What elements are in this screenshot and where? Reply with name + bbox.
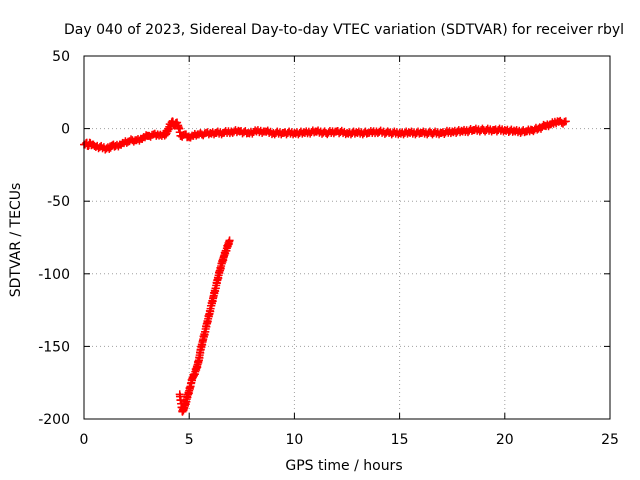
data-point <box>544 122 553 131</box>
y-tick-label: -200 <box>38 412 70 428</box>
chart-title: Day 040 of 2023, Sidereal Day-to-day VTE… <box>64 22 624 38</box>
data-point <box>138 134 147 143</box>
data-point <box>189 371 198 380</box>
data-point <box>195 130 204 139</box>
data-point <box>129 137 138 146</box>
data-point <box>232 128 241 137</box>
grid-lines <box>84 56 610 419</box>
data-point <box>258 128 267 137</box>
data-point <box>199 131 208 140</box>
plot-frame <box>83 55 611 420</box>
x-axis-label: GPS time / hours <box>285 458 402 474</box>
x-tick-label: 10 <box>285 432 303 448</box>
y-axis-label: SDTVAR / TECUs <box>8 183 24 298</box>
data-point <box>146 132 155 141</box>
y-tick-label: -150 <box>38 339 70 355</box>
x-tick-label: 5 <box>185 432 194 448</box>
data-point <box>225 237 234 246</box>
y-tick-label: -50 <box>47 194 70 210</box>
y-tick-label: 50 <box>52 49 70 65</box>
x-tick-label: 20 <box>496 432 514 448</box>
y-tick-label: -100 <box>38 267 70 283</box>
x-tick-label: 25 <box>601 432 619 448</box>
x-tick-label: 15 <box>391 432 409 448</box>
x-tick-label: 0 <box>80 432 89 448</box>
y-tick-label: 0 <box>61 122 70 138</box>
data-point <box>186 133 195 142</box>
axis-ticks: 0 5 10 15 20 25 -200 -150 -100 -50 0 50 <box>38 49 619 448</box>
data-points <box>80 116 570 416</box>
data-point <box>117 140 126 149</box>
data-point <box>560 117 569 126</box>
data-point <box>559 119 568 128</box>
